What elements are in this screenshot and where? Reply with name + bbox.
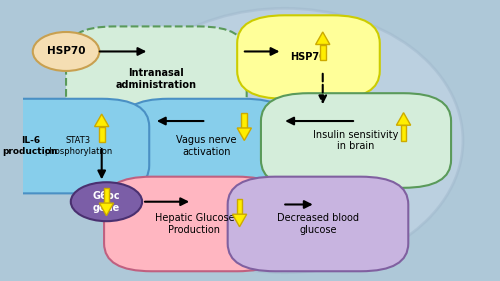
FancyBboxPatch shape (261, 93, 451, 188)
Polygon shape (100, 203, 114, 216)
FancyBboxPatch shape (237, 15, 380, 99)
Ellipse shape (106, 8, 463, 273)
Polygon shape (237, 128, 252, 140)
Text: HSP70: HSP70 (290, 52, 326, 62)
Polygon shape (232, 214, 246, 227)
Polygon shape (396, 113, 410, 125)
Text: G6pc
gene: G6pc gene (92, 191, 120, 212)
Ellipse shape (242, 42, 328, 83)
FancyBboxPatch shape (320, 44, 326, 60)
FancyBboxPatch shape (228, 177, 408, 271)
Polygon shape (316, 32, 330, 44)
Text: Intranasal
administration: Intranasal administration (116, 69, 197, 90)
Text: IL-6
production: IL-6 production (2, 136, 58, 156)
Ellipse shape (42, 107, 147, 157)
Text: Decreased blood
glucose: Decreased blood glucose (277, 213, 359, 235)
FancyBboxPatch shape (0, 99, 149, 193)
Text: HSP70: HSP70 (47, 46, 86, 56)
Polygon shape (94, 114, 109, 126)
FancyBboxPatch shape (66, 26, 246, 132)
Text: Vagus nerve
activation: Vagus nerve activation (176, 135, 236, 157)
Text: Hepatic Glucose
Production: Hepatic Glucose Production (154, 213, 234, 235)
FancyBboxPatch shape (236, 199, 242, 214)
FancyBboxPatch shape (120, 99, 292, 193)
FancyBboxPatch shape (400, 125, 406, 140)
FancyBboxPatch shape (99, 126, 104, 142)
FancyBboxPatch shape (104, 188, 110, 203)
Ellipse shape (71, 182, 142, 221)
Ellipse shape (33, 32, 100, 71)
FancyBboxPatch shape (104, 177, 284, 271)
FancyBboxPatch shape (211, 51, 244, 74)
FancyBboxPatch shape (242, 113, 247, 128)
Text: STAT3
phosphorylation: STAT3 phosphorylation (44, 136, 112, 156)
Text: Insulin sensitivity
in brain: Insulin sensitivity in brain (314, 130, 398, 151)
